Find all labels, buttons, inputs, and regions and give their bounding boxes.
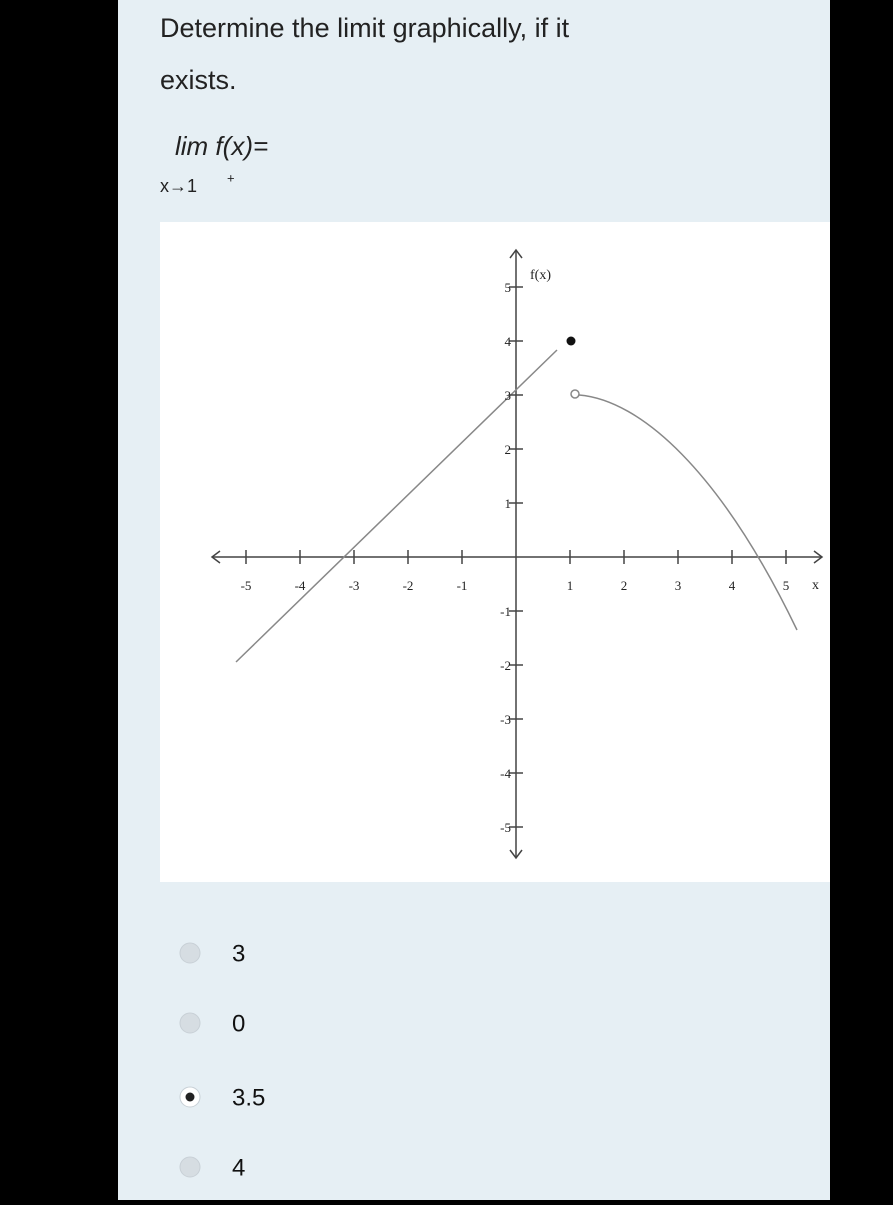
limit-subscript: x→1 bbox=[160, 176, 197, 196]
y-tick-label: -2 bbox=[500, 658, 511, 673]
axes bbox=[210, 248, 824, 860]
y-tick-label: 3 bbox=[505, 388, 512, 403]
y-tick-label: 2 bbox=[505, 442, 512, 457]
curve-piece bbox=[578, 394, 798, 631]
x-tick-label: -1 bbox=[457, 578, 468, 593]
y-tick-label: 4 bbox=[505, 334, 512, 349]
x-tick-label: -4 bbox=[295, 578, 306, 593]
option-label[interactable]: 3 bbox=[232, 940, 245, 967]
limit-expression: lim f(x)= bbox=[175, 131, 268, 161]
y-tick-label: -1 bbox=[500, 604, 511, 619]
x-tick-label: -3 bbox=[349, 578, 360, 593]
question-line: exists. bbox=[160, 65, 237, 95]
option-label[interactable]: 4 bbox=[232, 1154, 245, 1181]
options: 303.54 bbox=[179, 940, 265, 1181]
x-tick-label: -5 bbox=[241, 578, 252, 593]
option-label[interactable]: 0 bbox=[232, 1010, 245, 1037]
x-tick-label: 3 bbox=[675, 578, 682, 593]
option-label[interactable]: 3.5 bbox=[232, 1084, 265, 1111]
question-line: Determine the limit graphically, if it bbox=[160, 13, 570, 43]
x-tick-label: 2 bbox=[621, 578, 628, 593]
open-point bbox=[570, 389, 580, 399]
y-arrows bbox=[509, 248, 523, 860]
line-piece bbox=[235, 349, 558, 663]
x-tick-label: 4 bbox=[729, 578, 736, 593]
radio-button[interactable] bbox=[179, 1012, 201, 1034]
y-tick-label: 1 bbox=[505, 496, 512, 511]
y-axis-label: f(x) bbox=[530, 268, 551, 283]
x-arrows bbox=[210, 550, 824, 564]
closed-point bbox=[566, 336, 576, 346]
y-tick-label: -3 bbox=[500, 712, 511, 727]
y-tick-label: -4 bbox=[500, 766, 511, 781]
radio-button[interactable] bbox=[179, 1156, 201, 1178]
x-axis-label: x bbox=[812, 578, 819, 593]
y-tick-label: -5 bbox=[500, 820, 511, 835]
x-tick-label: 5 bbox=[783, 578, 790, 593]
y-tick-label: 5 bbox=[505, 280, 512, 295]
radio-button[interactable] bbox=[179, 942, 201, 964]
limit-superscript: + bbox=[227, 170, 235, 185]
ticks: -5 -4 -3 -2 -1 1 2 3 4 5 5 4 3 2 1 -1 -2 -3 -4 -5 bbox=[241, 280, 790, 835]
graph-area bbox=[160, 222, 830, 882]
radio-dot bbox=[185, 1092, 195, 1102]
x-tick-label: 1 bbox=[567, 578, 574, 593]
x-tick-label: -2 bbox=[403, 578, 414, 593]
